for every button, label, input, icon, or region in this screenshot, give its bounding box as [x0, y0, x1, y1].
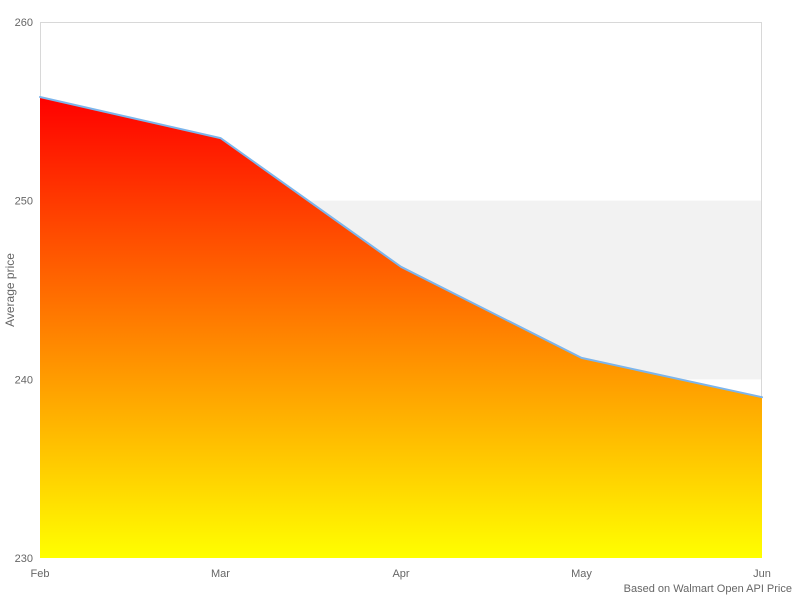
- chart-credits: Based on Walmart Open API Price: [623, 583, 792, 595]
- y-tick-label: 260: [15, 17, 33, 29]
- series-line[interactable]: [39, 96, 763, 399]
- x-tick-label: Mar: [211, 568, 230, 580]
- area-series-fill[interactable]: [40, 97, 762, 558]
- x-tick-label: May: [571, 568, 592, 580]
- x-tick-label: Apr: [392, 568, 409, 580]
- x-tick-label: Jun: [753, 568, 771, 580]
- x-tick-label: Feb: [31, 568, 50, 580]
- y-axis-title: Average price: [3, 253, 17, 327]
- y-tick-label: 230: [15, 553, 33, 565]
- y-tick-label: 240: [15, 374, 33, 386]
- y-tick-label: 250: [15, 196, 33, 208]
